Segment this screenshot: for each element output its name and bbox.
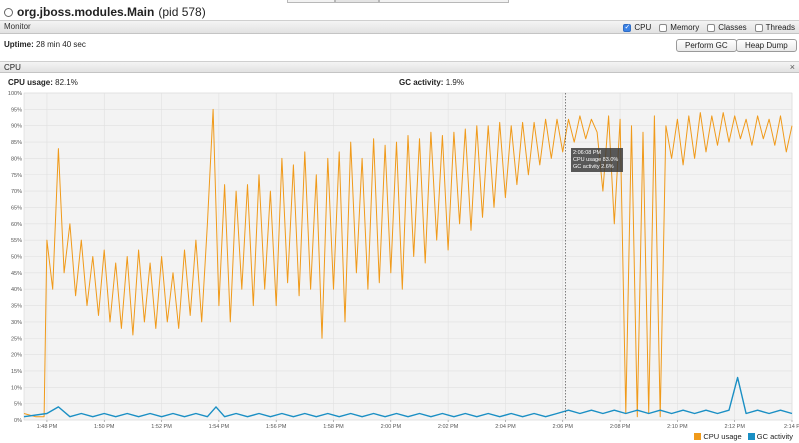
top-tab-left[interactable] [287, 0, 335, 3]
y-tick-label: 5% [14, 402, 22, 408]
cpu-usage-label: CPU usage: [8, 78, 53, 87]
cpu-panel-header: CPU × [0, 61, 799, 73]
y-tick-label: 60% [11, 222, 22, 228]
heap-dump-button[interactable]: Heap Dump [736, 39, 797, 52]
legend-gc: GC activity [747, 432, 793, 441]
top-tab-right[interactable] [379, 0, 509, 3]
cpu-usage-value: 82.1% [55, 78, 78, 87]
gc-activity-stat: GC activity: 1.9% [399, 78, 464, 87]
monitor-options: ✓ CPU Memory Classes Threads [623, 23, 795, 32]
perform-gc-button[interactable]: Perform GC [676, 39, 737, 52]
x-tick-label: 1:50 PM [94, 424, 115, 430]
tooltip-time: 2:06:08 PM [573, 150, 602, 156]
y-tick-label: 95% [11, 107, 22, 113]
option-threads-label: Threads [765, 23, 795, 32]
option-cpu[interactable]: ✓ CPU [623, 23, 651, 32]
legend-swatch-cpu [694, 433, 702, 440]
option-classes[interactable]: Classes [707, 23, 747, 32]
y-tick-label: 20% [11, 353, 22, 359]
chart-tooltip: 2:06:08 PM CPU usage 83.0% GC activity 2… [571, 148, 623, 172]
y-tick-label: 35% [11, 304, 22, 310]
monitor-label: Monitor [4, 22, 31, 31]
y-tick-label: 50% [11, 255, 22, 261]
y-tick-label: 25% [11, 336, 22, 342]
x-tick-label: 1:54 PM [209, 424, 230, 430]
x-tick-label: 1:52 PM [151, 424, 172, 430]
option-cpu-label: CPU [634, 23, 652, 32]
checkbox-icon[interactable] [754, 23, 763, 32]
y-tick-label: 30% [11, 320, 22, 326]
process-name: org.jboss.modules.Main [17, 5, 155, 19]
x-tick-label: 2:04 PM [495, 424, 516, 430]
cpu-panel-label: CPU [4, 63, 21, 72]
y-tick-label: 70% [11, 189, 22, 195]
x-tick-label: 2:06 PM [553, 424, 574, 430]
cpu-chart[interactable]: 0% 5% 10% 15% 20% 25% 30% 35% 40% 45% 50% 55% 60% 65%… [0, 88, 799, 430]
checkbox-icon[interactable] [659, 23, 668, 32]
uptime: Uptime: 28 min 40 sec [4, 40, 86, 49]
process-title: org.jboss.modules.Main (pid 578) [4, 5, 206, 19]
close-icon[interactable]: × [789, 62, 795, 72]
y-tick-label: 80% [11, 156, 22, 162]
option-threads[interactable]: Threads [754, 23, 795, 32]
x-tick-label: 2:00 PM [381, 424, 402, 430]
y-tick-label: 90% [11, 124, 22, 130]
y-tick-label: 10% [11, 385, 22, 391]
top-strip [0, 0, 799, 4]
x-tick-label: 2:08 PM [610, 424, 631, 430]
series-line-cpu-usage [23, 108, 793, 418]
refresh-icon [4, 7, 13, 17]
gc-activity-label: GC activity: [399, 78, 444, 87]
x-tick-label: 2:10 PM [667, 424, 688, 430]
monitor-bar: Monitor ✓ CPU Memory Classes Threads [0, 20, 799, 34]
y-tick-label: 0% [14, 418, 22, 424]
option-classes-label: Classes [718, 23, 747, 32]
y-tick-label: 15% [11, 369, 22, 375]
x-tick-label: 2:14 P [784, 424, 799, 430]
tooltip-gc-label: GC activity [573, 164, 600, 170]
cpu-usage-stat: CPU usage: 82.1% [8, 78, 78, 87]
chart-legend: CPU usage GC activity [694, 432, 793, 441]
legend-gc-label: GC activity [756, 432, 793, 441]
top-tab-middle[interactable] [335, 0, 379, 3]
option-memory[interactable]: Memory [659, 23, 699, 32]
tooltip-cpu-value: 83.0% [602, 157, 619, 163]
y-tick-label: 85% [11, 140, 22, 146]
checkbox-icon[interactable] [707, 23, 716, 32]
legend-cpu: CPU usage [694, 432, 742, 441]
y-tick-label: 45% [11, 271, 22, 277]
uptime-label: Uptime: [4, 40, 34, 49]
option-memory-label: Memory [670, 23, 700, 32]
tooltip-cpu-label: CPU usage [573, 157, 602, 163]
y-tick-label: 100% [8, 91, 22, 97]
y-tick-label: 55% [11, 238, 22, 244]
x-tick-label: 2:12 PM [724, 424, 745, 430]
x-tick-label: 1:56 PM [266, 424, 287, 430]
series-line-gc-activity [23, 376, 793, 418]
tooltip-gc: GC activity 2.6% [573, 164, 621, 171]
y-tick-label: 65% [11, 205, 22, 211]
tooltip-cpu: CPU usage 83.0% [573, 157, 621, 164]
uptime-value: 28 min 40 sec [36, 40, 86, 49]
y-tick-label: 75% [11, 173, 22, 179]
gc-activity-value: 1.9% [445, 78, 464, 87]
x-tick-label: 1:48 PM [37, 424, 58, 430]
y-tick-label: 40% [11, 287, 22, 293]
x-tick-label: 2:02 PM [438, 424, 459, 430]
check-icon[interactable]: ✓ [623, 23, 632, 32]
legend-swatch-gc [747, 433, 755, 440]
process-pid: (pid 578) [158, 5, 206, 19]
tooltip-gc-value: 2.6% [601, 164, 614, 170]
x-tick-label: 1:58 PM [323, 424, 344, 430]
legend-cpu-label: CPU usage [703, 432, 742, 441]
